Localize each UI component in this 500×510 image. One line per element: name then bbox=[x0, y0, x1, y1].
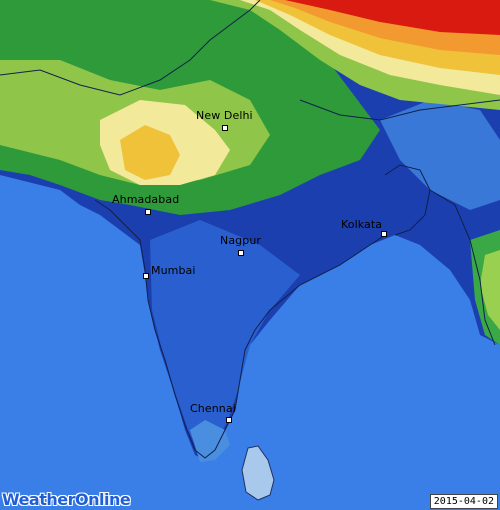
land-light-blue-south bbox=[190, 420, 230, 462]
city-dot-new-delhi bbox=[222, 125, 228, 131]
city-label-kolkata: Kolkata bbox=[341, 218, 383, 231]
zone-north-red bbox=[285, 0, 500, 35]
sri-lanka bbox=[241, 445, 275, 501]
city-dot-chennai bbox=[226, 417, 232, 423]
city-dot-ahmadabad bbox=[145, 209, 151, 215]
map-date: 2015-04-02 bbox=[429, 494, 498, 509]
weatheronline-logo[interactable]: WeatherOnline bbox=[2, 490, 131, 509]
land-light-blue-east bbox=[380, 100, 500, 210]
city-label-new-delhi: New Delhi bbox=[196, 109, 253, 122]
city-dot-kolkata bbox=[381, 231, 387, 237]
city-label-chennai: Chennai bbox=[190, 402, 236, 415]
city-label-nagpur: Nagpur bbox=[220, 234, 262, 247]
border-north bbox=[0, 0, 261, 96]
coastline-india bbox=[94, 199, 386, 459]
zone-light-green-east bbox=[480, 250, 500, 330]
city-dot-mumbai bbox=[143, 273, 149, 279]
city-label-mumbai: Mumbai bbox=[151, 264, 196, 277]
zone-yellow bbox=[120, 125, 180, 180]
border-myanmar bbox=[429, 189, 496, 346]
city-label-ahmadabad: Ahmadabad bbox=[112, 193, 180, 206]
city-dot-nagpur bbox=[238, 250, 244, 256]
border-east bbox=[299, 99, 500, 121]
land-mid-blue bbox=[150, 220, 300, 455]
